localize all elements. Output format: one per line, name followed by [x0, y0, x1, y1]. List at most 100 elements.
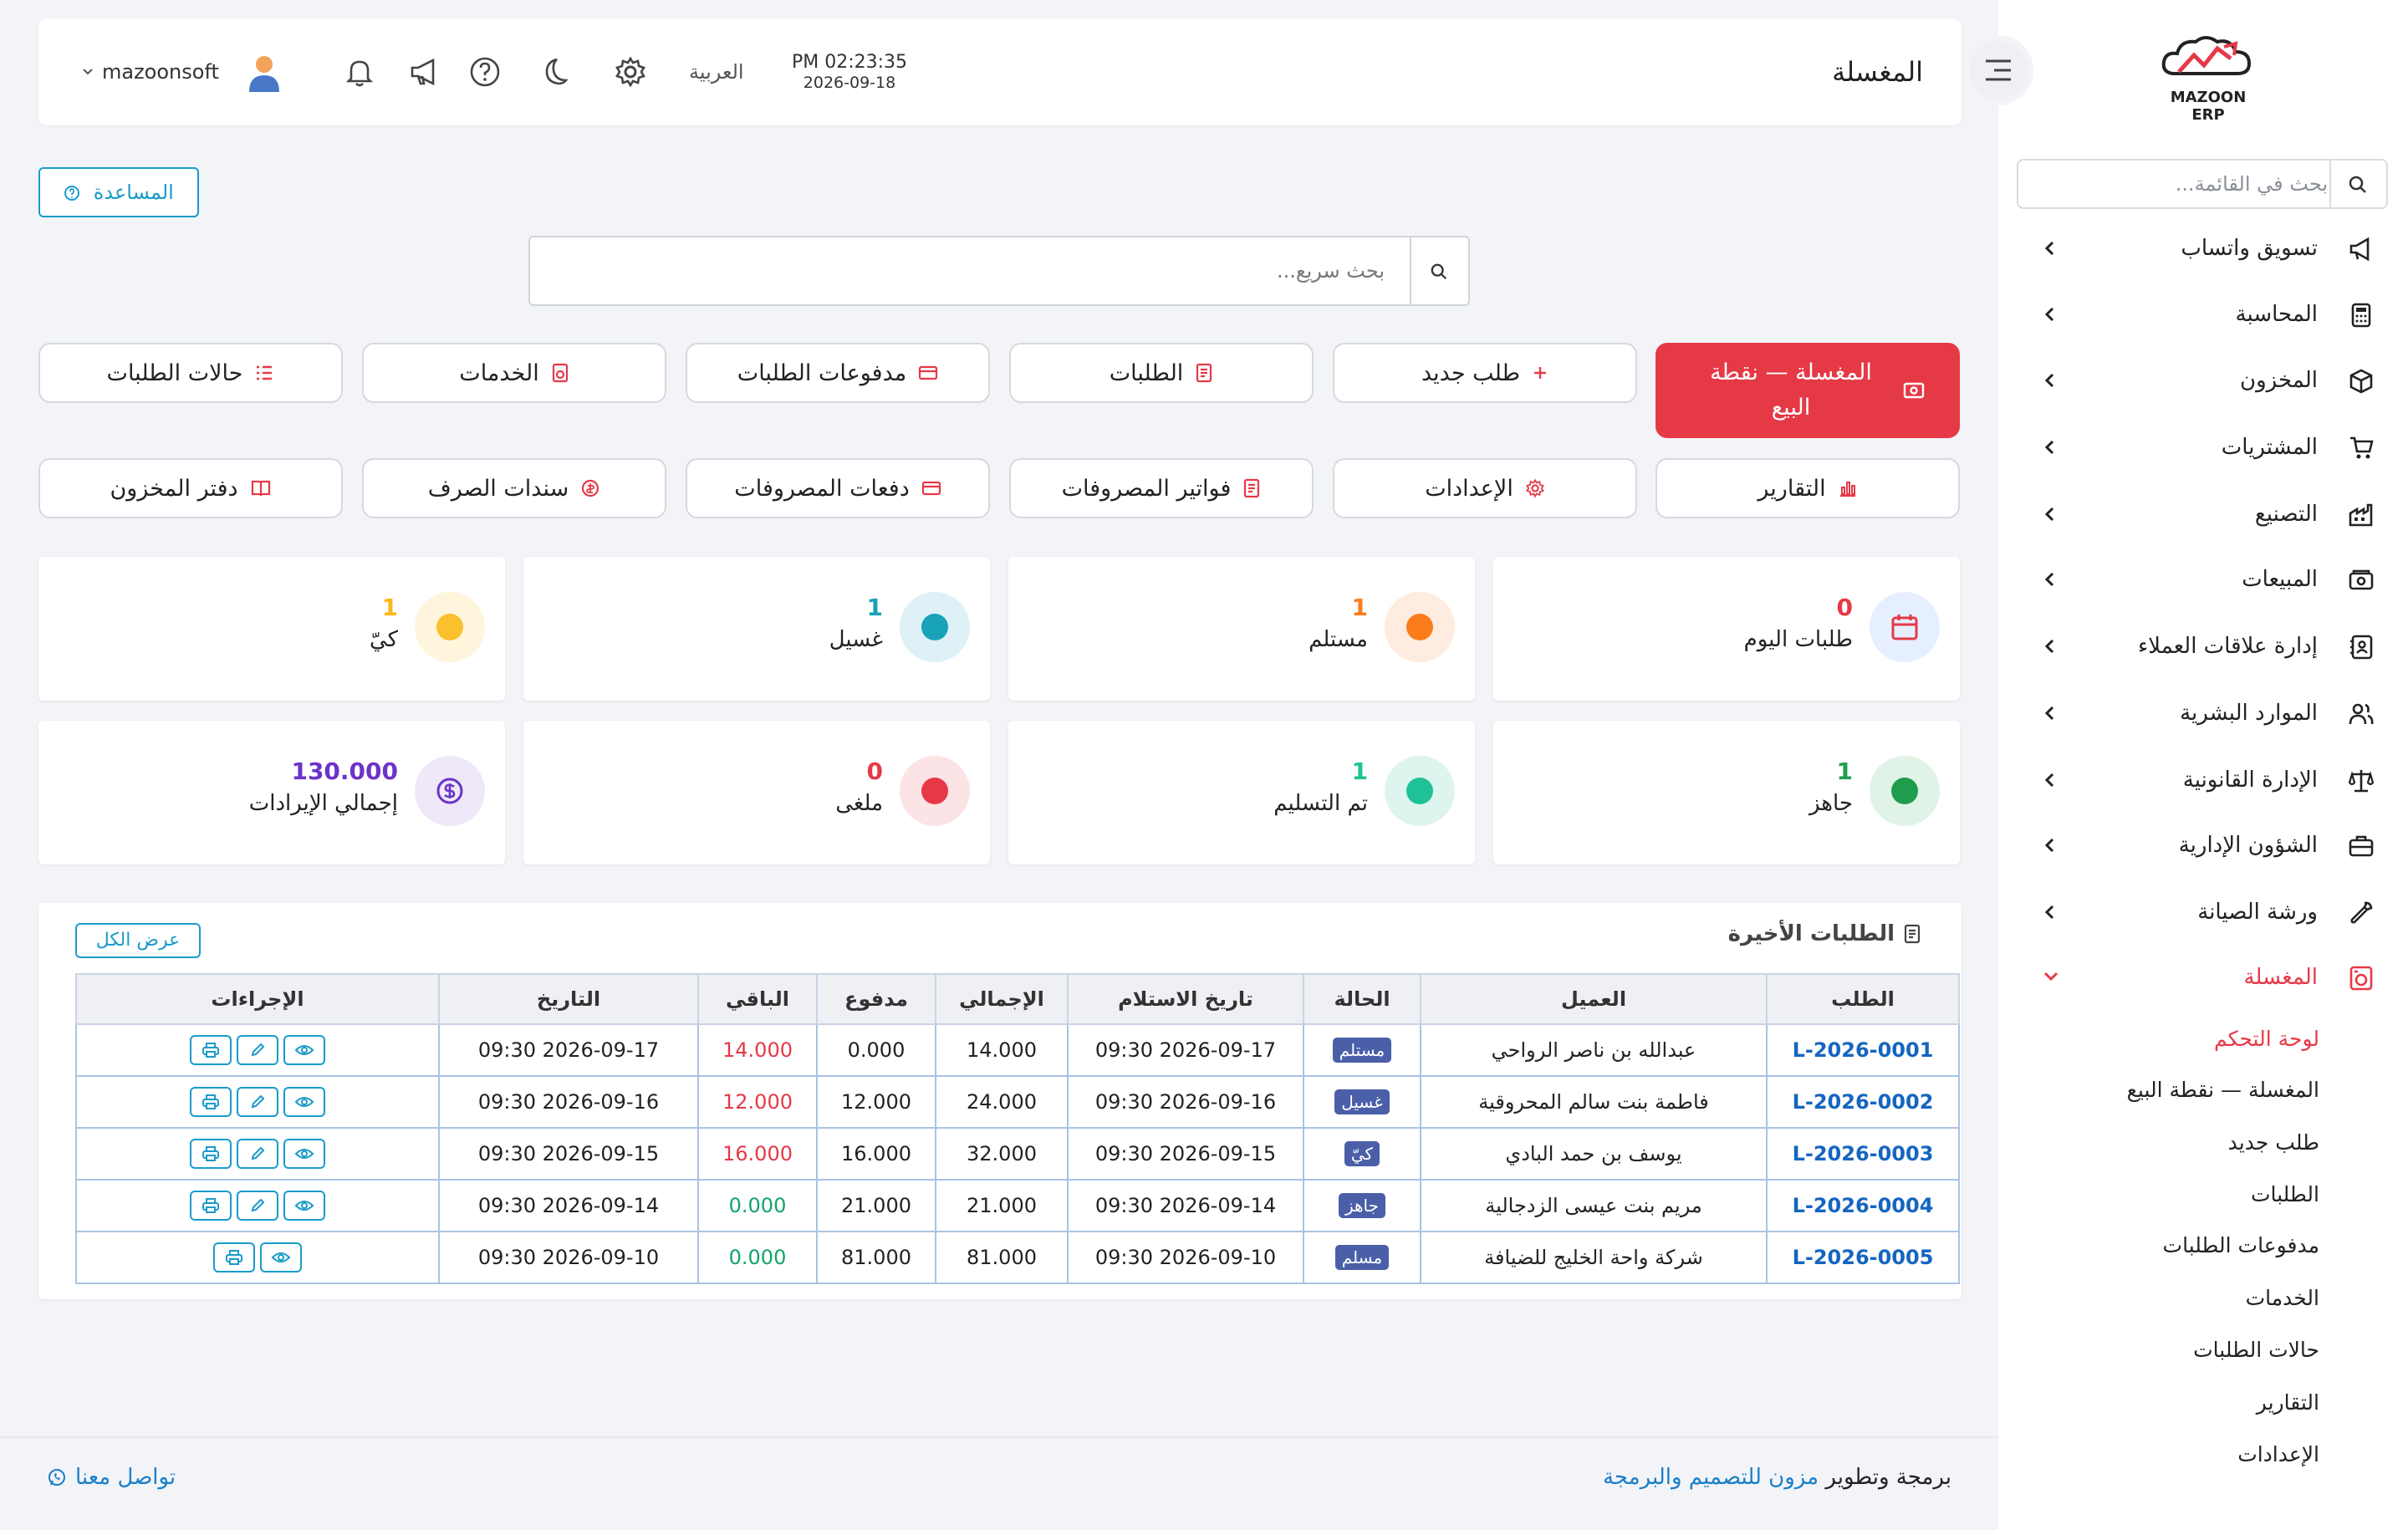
user-menu[interactable]: mazoonsoft — [82, 18, 219, 125]
column-header[interactable]: العميل — [1420, 973, 1768, 1025]
order-payments-button[interactable]: مدفوعات الطلبات — [686, 343, 990, 403]
edit-button[interactable] — [237, 1035, 278, 1065]
column-header[interactable]: تاريخ الاستلام — [1067, 973, 1304, 1025]
coin-icon — [582, 479, 599, 497]
expense-payments-button[interactable]: دفعات المصروفات — [686, 458, 990, 518]
submenu-item-settings[interactable]: الإعدادات — [2237, 1442, 2319, 1466]
contact-us-link[interactable]: تواصل معنا — [47, 1465, 176, 1490]
edit-button[interactable] — [237, 1139, 278, 1169]
print-button[interactable] — [190, 1087, 232, 1117]
print-button[interactable] — [190, 1035, 232, 1065]
column-header[interactable]: الإجمالي — [935, 973, 1069, 1025]
submenu-item-reports[interactable]: التقارير — [2256, 1390, 2319, 1415]
search-icon[interactable] — [1430, 263, 1448, 281]
edit-button[interactable] — [237, 1087, 278, 1117]
edit-button[interactable] — [237, 1191, 278, 1221]
order-id-link[interactable]: L-2026-0004 — [1766, 1179, 1960, 1232]
table-row[interactable]: L-2026-0002 فاطمة بنت سالم المحروقية غسي… — [75, 1075, 1960, 1129]
pos-button[interactable]: المغسلة — نقطة البيع — [1656, 343, 1960, 438]
date-cell: 2026-09-10 09:30 — [438, 1231, 699, 1284]
eye-icon — [294, 1149, 314, 1159]
column-header[interactable]: التاريخ — [438, 973, 699, 1025]
print-button[interactable] — [190, 1191, 232, 1221]
submenu-item-order-payments[interactable]: مدفوعات الطلبات — [2162, 1233, 2319, 1257]
sidebar-item-hr[interactable]: الموارد البشرية — [1998, 684, 2408, 742]
avatar[interactable] — [246, 54, 283, 94]
submenu-item-order-statuses[interactable]: حالات الطلبات — [2193, 1338, 2319, 1362]
order-payments-button-label: مدفوعات الطلبات — [737, 360, 907, 386]
chevron-down-icon — [83, 69, 93, 75]
order-statuses-button[interactable]: حالات الطلبات — [38, 343, 343, 403]
column-header[interactable]: الباقي — [697, 973, 818, 1025]
orders-button[interactable]: الطلبات — [1009, 343, 1314, 403]
inventory-book-button-label: دفتر المخزون — [110, 475, 238, 502]
chevron-left-icon — [2044, 905, 2054, 920]
status-dot-icon — [1406, 614, 1433, 640]
sidebar-item-laundry[interactable]: المغسلة — [1998, 948, 2408, 1007]
sidebar-item-sales[interactable]: المبيعات — [1998, 550, 2408, 609]
help-circle-icon[interactable] — [468, 55, 502, 89]
services-button[interactable]: الخدمات — [362, 343, 666, 403]
sidebar-item-accounting[interactable]: المحاسبة — [1998, 285, 2408, 344]
submenu-item-dashboard[interactable]: لوحة التحكم — [2213, 1027, 2319, 1051]
view-button[interactable] — [283, 1087, 325, 1117]
table-row[interactable]: L-2026-0004 مريم بنت عيسى الزدجالية جاهز… — [75, 1179, 1960, 1232]
view-button[interactable] — [283, 1139, 325, 1169]
inventory-book-button[interactable]: دفتر المخزون — [38, 458, 343, 518]
column-header[interactable]: مدفوع — [816, 973, 936, 1025]
sidebar-search-input[interactable]: بحث في القائمة... — [2017, 159, 2388, 209]
logo[interactable]: MAZOON ERP — [2154, 32, 2263, 124]
reports-button[interactable]: التقارير — [1656, 458, 1960, 518]
sidebar-item-purchases[interactable]: المشتريات — [1998, 418, 2408, 477]
sidebar-item-manufacturing[interactable]: التصنيع — [1998, 485, 2408, 543]
submenu-item-new-order[interactable]: طلب جديد — [2227, 1130, 2319, 1155]
eye-icon — [294, 1045, 314, 1055]
status-dot-icon — [921, 778, 948, 804]
table-row[interactable]: L-2026-0005 شركة واحة الخليج للضيافة مسل… — [75, 1231, 1960, 1284]
order-id-link[interactable]: L-2026-0001 — [1766, 1023, 1960, 1077]
submenu-item-pos[interactable]: المغسلة — نقطة البيع — [2126, 1078, 2319, 1102]
stat-value: 0 — [1836, 594, 1853, 621]
order-id-link[interactable]: L-2026-0003 — [1766, 1127, 1960, 1181]
settings-button[interactable]: الإعدادات — [1333, 458, 1637, 518]
moon-icon[interactable] — [537, 55, 570, 89]
paid-cell: 16.000 — [816, 1127, 936, 1181]
sidebar-item-inventory[interactable]: المخزون — [1998, 351, 2408, 410]
search-icon[interactable] — [2348, 175, 2368, 195]
submenu-item-orders[interactable]: الطلبات — [2250, 1182, 2319, 1206]
print-button[interactable] — [213, 1242, 255, 1272]
submenu-item-services[interactable]: الخدمات — [2245, 1286, 2319, 1310]
megaphone-icon[interactable] — [408, 55, 441, 89]
new-order-button[interactable]: طلب جديد — [1333, 343, 1637, 403]
briefcase-icon — [2349, 835, 2374, 857]
help-button[interactable]: المساعدة — [38, 167, 199, 217]
language-switch[interactable]: العربية — [689, 60, 744, 84]
table-row[interactable]: L-2026-0003 يوسف بن حمد البادي كيّ 2026-… — [75, 1127, 1960, 1181]
sidebar-item-crm[interactable]: إدارة علاقات العملاء — [1998, 617, 2408, 676]
view-button[interactable] — [260, 1242, 302, 1272]
order-id-link[interactable]: L-2026-0002 — [1766, 1075, 1960, 1129]
column-header[interactable]: الحالة — [1303, 973, 1421, 1025]
vouchers-button[interactable]: سندات الصرف — [362, 458, 666, 518]
expense-invoices-button[interactable]: فواتير المصروفات — [1009, 458, 1314, 518]
sidebar-item-label: المشتريات — [2221, 435, 2318, 460]
column-header[interactable]: الطلب — [1766, 973, 1960, 1025]
remaining-cell: 0.000 — [697, 1179, 818, 1232]
status-dot-icon — [921, 614, 948, 640]
sidebar-item-legal[interactable]: الإدارة القانونية — [1998, 751, 2408, 809]
sidebar-item-admin-affairs[interactable]: الشؤون الإدارية — [1998, 816, 2408, 875]
sidebar-item-whatsapp-marketing[interactable]: تسويق واتساب — [1998, 219, 2408, 278]
view-button[interactable] — [283, 1035, 325, 1065]
sidebar-toggle-button[interactable] — [1963, 35, 2033, 105]
print-button[interactable] — [190, 1139, 232, 1169]
footer-company-link[interactable]: مزون للتصميم والبرمجة — [1602, 1465, 1819, 1490]
bell-icon[interactable] — [343, 55, 376, 89]
sidebar-item-maintenance-workshop[interactable]: ورشة الصيانة — [1998, 883, 2408, 941]
table-row[interactable]: L-2026-0001 عبدالله بن ناصر الرواحي مستل… — [75, 1023, 1960, 1077]
help-icon — [64, 186, 80, 201]
quick-search-input[interactable]: بحث سريع... — [528, 236, 1470, 306]
view-all-button[interactable]: عرض الكل — [75, 923, 201, 958]
order-id-link[interactable]: L-2026-0005 — [1766, 1231, 1960, 1284]
view-button[interactable] — [283, 1191, 325, 1221]
gear-icon[interactable] — [614, 55, 647, 89]
